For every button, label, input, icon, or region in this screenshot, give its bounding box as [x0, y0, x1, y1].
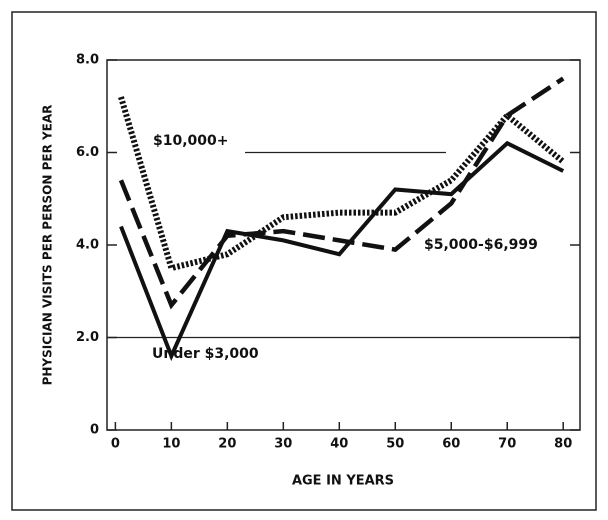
y-tick-label: 2.0 — [76, 330, 99, 345]
x-tick-label: 50 — [386, 437, 404, 452]
series-line — [119, 140, 565, 362]
y-tick-label: 8.0 — [76, 53, 99, 68]
outer-frame — [11, 11, 597, 511]
x-tick-label: 0 — [111, 437, 120, 452]
x-tick-label: 70 — [498, 437, 516, 452]
series-label: $5,000-$6,999 — [424, 237, 538, 253]
series-label: Under $3,000 — [152, 346, 259, 362]
series-line — [118, 76, 565, 310]
y-tick-label: 0 — [90, 423, 99, 438]
x-tick-label: 30 — [274, 437, 292, 452]
x-tick-label: 10 — [162, 437, 180, 452]
x-tick-label: 60 — [442, 437, 460, 452]
x-tick-label: 80 — [554, 437, 572, 452]
x-tick-label: 20 — [218, 437, 236, 452]
x-tick-label: 40 — [330, 437, 348, 452]
y-tick-label: 6.0 — [76, 145, 99, 160]
y-axis-label: PHYSICIAN VISITS PER PERSON PER YEAR — [41, 105, 55, 386]
x-axis-label: AGE IN YEARS — [292, 474, 394, 489]
y-tick-label: 4.0 — [76, 238, 99, 253]
series-line — [118, 96, 566, 272]
series-label: $10,000+ — [153, 133, 229, 149]
